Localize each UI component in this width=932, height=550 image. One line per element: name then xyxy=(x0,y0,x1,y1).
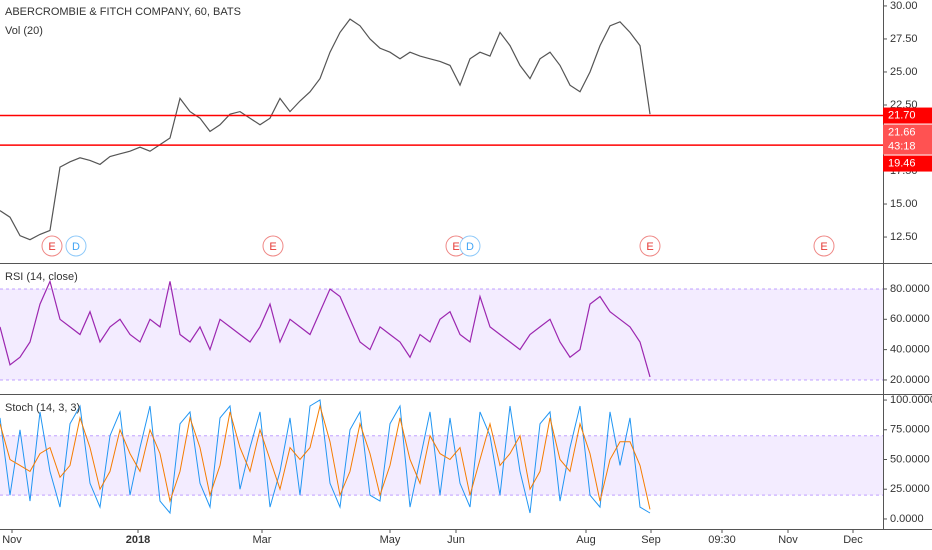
x-tick-label: 2018 xyxy=(126,534,150,546)
series-line xyxy=(0,18,651,241)
event-marker xyxy=(262,235,284,257)
x-tick-label: Nov xyxy=(2,534,22,546)
y-tick-label: 0.0000 xyxy=(890,513,924,525)
event-label: E xyxy=(452,241,459,253)
y-tick-label: 75.0000 xyxy=(890,424,930,436)
y-tick-label: 27.50 xyxy=(890,33,918,45)
y-tick-label: 12.50 xyxy=(890,231,918,243)
price-label: 21.70 xyxy=(888,109,916,121)
pane: 100.0000 75.0000 50.0000 25.0000 0.0000 Stoch… xyxy=(0,394,932,546)
event-marker xyxy=(459,235,481,257)
event-label: E xyxy=(48,241,55,253)
pane-title: Stoch (14, 3, 3) xyxy=(5,402,80,414)
x-tick-label: May xyxy=(380,534,401,546)
series-line xyxy=(0,279,651,378)
y-tick-label: 25.00 xyxy=(890,66,918,78)
x-tick-label: Nov xyxy=(778,534,798,546)
event-label: D xyxy=(72,241,80,253)
x-tick-label: 09:30 xyxy=(708,534,736,546)
y-tick-label: 25.0000 xyxy=(890,483,930,495)
pane-title: ABERCROMBIE & FITCH COMPANY, 60, BATS xyxy=(5,6,241,18)
price-label-box xyxy=(883,107,932,124)
series-line xyxy=(0,404,651,510)
band xyxy=(0,288,883,380)
pane-title: RSI (14, close) xyxy=(5,271,78,283)
pane: 30.0027.5025.0022.5017.5015.0012.50EDEED… xyxy=(0,0,932,257)
y-tick-label: 15.00 xyxy=(890,198,918,210)
y-tick-label: 100.0000 xyxy=(890,394,932,406)
event-marker xyxy=(41,235,63,257)
y-tick-label: 40.0000 xyxy=(890,344,930,356)
y-tick-label: 20.0000 xyxy=(890,374,930,386)
y-tick-label: 80.0000 xyxy=(890,283,930,295)
y-tick-label: 60.0000 xyxy=(890,313,930,325)
y-tick-label: 30.00 xyxy=(890,0,918,12)
x-tick-label: Jun xyxy=(447,534,465,546)
pane: 80.0000 60.0000 40.0000 20.0000 RSI (14, clo… xyxy=(0,271,930,386)
countdown: 43:18 xyxy=(888,140,916,152)
price-label: 19.46 xyxy=(888,157,916,169)
y-tick-label: 50.0000 xyxy=(890,453,930,465)
event-label: D xyxy=(466,241,474,253)
pane-subtitle: Vol (20) xyxy=(5,25,43,37)
event-label: E xyxy=(269,241,276,253)
series-line xyxy=(0,399,651,515)
event-marker xyxy=(65,235,87,257)
x-tick-label: Mar xyxy=(253,534,272,546)
price-label-box xyxy=(883,124,932,155)
price-label: 21.66 xyxy=(888,126,916,138)
event-marker xyxy=(639,235,661,257)
x-tick-label: Sep xyxy=(641,534,661,546)
event-label: E xyxy=(646,241,653,253)
price-label-box xyxy=(883,155,932,172)
event-label: E xyxy=(820,241,827,253)
x-tick-label: Aug xyxy=(576,534,596,546)
event-marker xyxy=(813,235,835,257)
x-tick-label: Dec xyxy=(843,534,863,546)
